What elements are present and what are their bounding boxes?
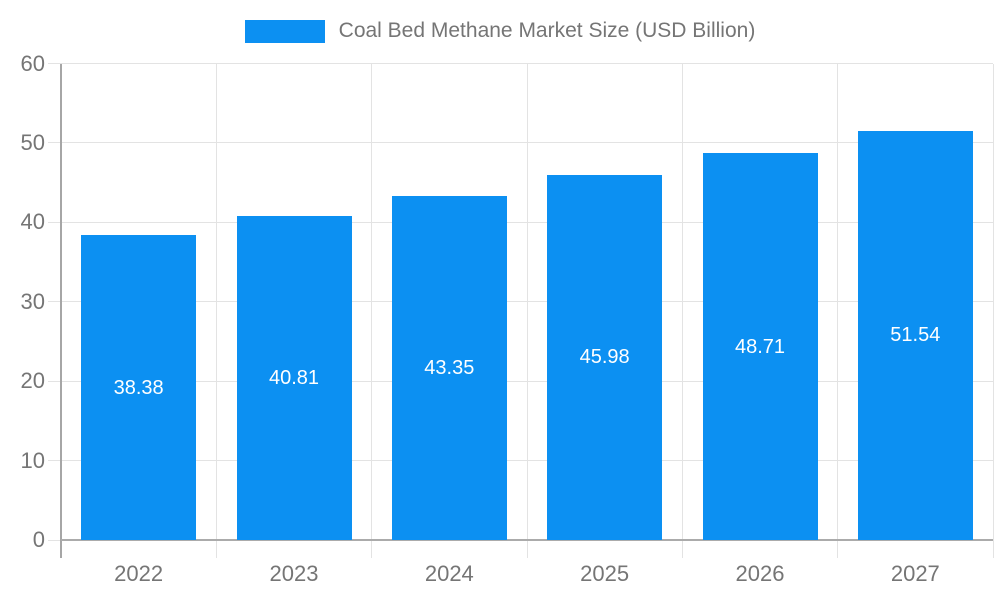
legend-label: Coal Bed Methane Market Size (USD Billio… — [338, 19, 756, 42]
bar-value-label: 40.81 — [268, 366, 320, 389]
gridline-vertical — [371, 63, 373, 558]
bar-2026 — [702, 153, 818, 540]
gridline-horizontal — [48, 301, 993, 303]
x-axis-tick-label: 2023 — [269, 561, 319, 586]
bar-2027 — [857, 130, 973, 540]
bar-value-label: 45.98 — [579, 346, 630, 369]
gridline-vertical — [992, 63, 994, 558]
gridline-horizontal — [48, 380, 993, 382]
y-axis-tick-label: 40 — [20, 209, 45, 235]
bar-value-label: 38.38 — [113, 376, 164, 399]
x-axis-tick-label: 2022 — [114, 561, 164, 586]
y-axis-tick-label: 50 — [20, 129, 45, 155]
y-axis-tick-label: 60 — [20, 50, 45, 76]
gridline-vertical — [837, 63, 839, 558]
gridline-horizontal — [48, 63, 993, 64]
gridline-horizontal — [48, 460, 993, 462]
y-axis-tick-label: 30 — [20, 288, 45, 314]
bar-value-label: 43.35 — [424, 356, 475, 379]
x-axis-tick-label: 2027 — [890, 561, 940, 586]
gridline-vertical — [681, 63, 683, 558]
axis-tick-zero — [48, 539, 61, 541]
x-axis-tick-label: 2026 — [735, 561, 785, 586]
y-axis-line — [60, 63, 62, 558]
legend-swatch — [244, 19, 325, 43]
gridline-vertical — [215, 63, 217, 558]
gridline-horizontal — [48, 142, 993, 144]
y-axis-tick-label: 10 — [20, 447, 45, 473]
bar-2024 — [391, 195, 507, 540]
x-axis-line — [61, 539, 993, 541]
x-axis-tick-label: 2025 — [580, 561, 630, 586]
gridline-vertical — [526, 63, 528, 558]
bar-value-label: 51.54 — [890, 324, 941, 347]
bar-2022 — [81, 235, 197, 540]
y-axis-tick-label: 0 — [32, 527, 45, 552]
bar-value-label: 48.71 — [734, 335, 786, 358]
bar-2023 — [236, 215, 352, 540]
x-axis-tick-label: 2024 — [424, 561, 474, 586]
bar-2025 — [547, 174, 663, 540]
gridline-horizontal — [48, 221, 993, 223]
y-axis-tick-label: 20 — [20, 368, 45, 394]
legend[interactable]: Coal Bed Methane Market Size (USD Billio… — [0, 17, 1000, 45]
